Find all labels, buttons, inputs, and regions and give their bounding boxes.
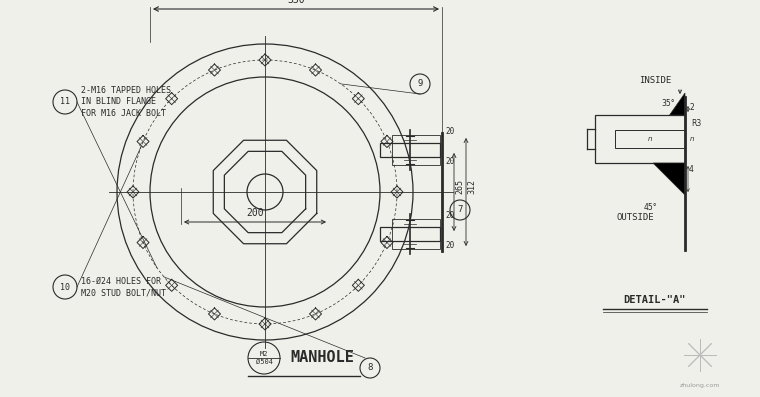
Text: zhulong.com: zhulong.com: [679, 383, 720, 388]
Text: 35°: 35°: [661, 98, 675, 108]
Text: DETAIL-"A": DETAIL-"A": [624, 295, 686, 305]
Text: 16-Ø24 HOLES FOR
M20 STUD BOLT/NUT: 16-Ø24 HOLES FOR M20 STUD BOLT/NUT: [81, 277, 166, 297]
Text: 20: 20: [445, 127, 454, 135]
Bar: [595, 115, 685, 163]
Bar: [615, 130, 685, 148]
Text: Ø504: Ø504: [255, 359, 273, 365]
Polygon shape: [653, 163, 685, 195]
Text: 9: 9: [417, 79, 423, 89]
Text: n: n: [648, 136, 652, 142]
Text: 312: 312: [467, 179, 476, 195]
Text: 4: 4: [689, 164, 694, 173]
Text: n: n: [690, 136, 695, 142]
Bar: [380, 143, 440, 157]
Text: MANHOLE: MANHOLE: [290, 351, 354, 366]
Bar: [392, 135, 440, 165]
Text: 20: 20: [445, 210, 454, 220]
Text: 20: 20: [445, 156, 454, 166]
Text: 330: 330: [287, 0, 305, 5]
Text: 20: 20: [445, 241, 454, 249]
Text: 45°: 45°: [643, 203, 657, 212]
Text: 8: 8: [367, 364, 372, 372]
Text: M2: M2: [260, 351, 268, 357]
Text: OUTSIDE: OUTSIDE: [616, 213, 654, 222]
Bar: [392, 219, 440, 249]
Text: 200: 200: [246, 208, 264, 218]
Text: 11: 11: [60, 98, 70, 106]
Text: 265: 265: [455, 179, 464, 195]
Text: 2: 2: [690, 102, 695, 112]
Text: 10: 10: [60, 283, 70, 291]
Text: R3: R3: [691, 118, 701, 127]
Text: INSIDE: INSIDE: [639, 76, 671, 85]
Text: 2-M16 TAPPED HOLES
IN BLIND FLANGE
FOR M16 JACK BOLT: 2-M16 TAPPED HOLES IN BLIND FLANGE FOR M…: [81, 86, 171, 118]
Bar: [380, 227, 440, 241]
Polygon shape: [670, 93, 685, 115]
Text: 7: 7: [458, 206, 463, 214]
